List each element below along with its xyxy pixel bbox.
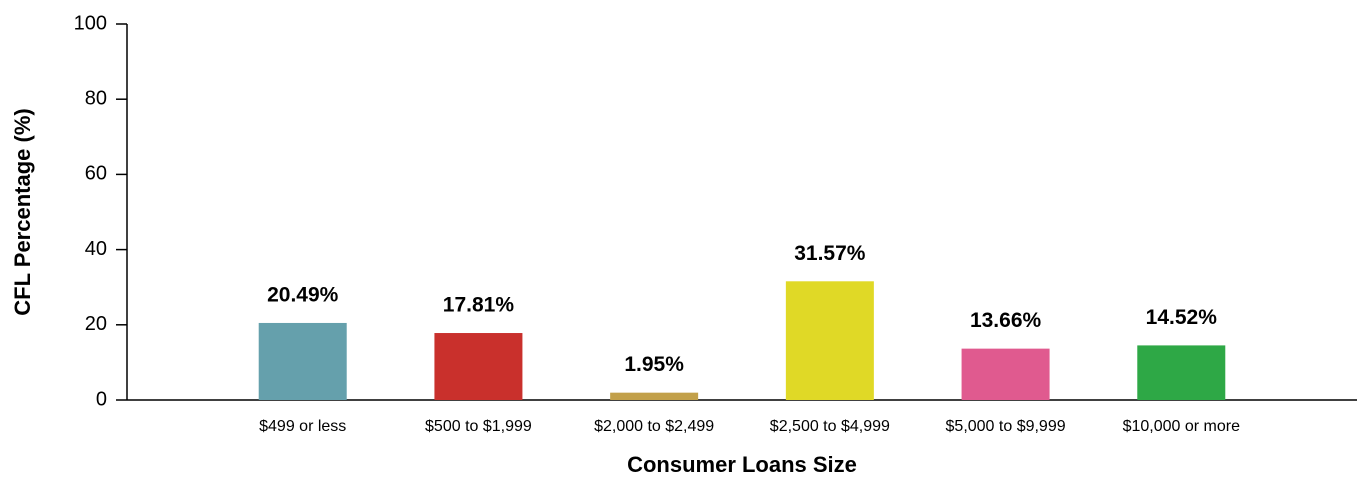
value-label: 13.66% <box>970 309 1042 332</box>
y-tick-label: 100 <box>74 12 107 34</box>
x-axis-title: Consumer Loans Size <box>627 452 857 477</box>
x-tick-label: $500 to $1,999 <box>425 418 532 435</box>
value-label: 20.49% <box>267 284 339 307</box>
x-tick-label: $499 or less <box>259 418 346 435</box>
y-tick-label: 0 <box>96 388 107 410</box>
x-tick-label: $2,000 to $2,499 <box>594 418 714 435</box>
value-label: 1.95% <box>624 353 684 376</box>
bar <box>1137 345 1226 400</box>
bar <box>961 348 1050 400</box>
x-tick-label: $2,500 to $4,999 <box>770 418 890 435</box>
y-tick-label: 40 <box>85 238 107 260</box>
x-tick-label: $10,000 or more <box>1123 418 1241 435</box>
y-tick-label: 20 <box>85 313 107 335</box>
value-label: 31.57% <box>794 242 866 265</box>
value-label: 17.81% <box>443 294 515 317</box>
y-axis-title: CFL Percentage (%) <box>10 108 35 315</box>
bar <box>610 392 699 400</box>
bar <box>785 281 874 400</box>
bar <box>258 322 347 400</box>
bar <box>434 333 523 400</box>
y-tick-label: 60 <box>85 163 107 185</box>
x-tick-label: $5,000 to $9,999 <box>946 418 1066 435</box>
value-label: 14.52% <box>1146 306 1218 329</box>
y-tick-label: 80 <box>85 87 107 109</box>
